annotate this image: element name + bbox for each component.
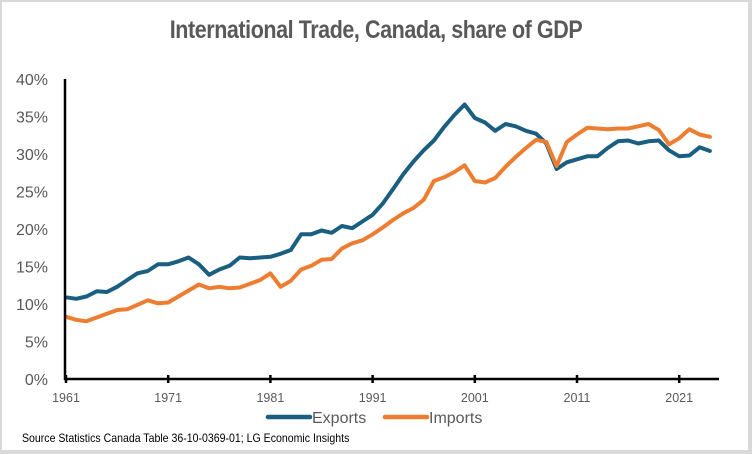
- legend: Exports Imports: [265, 410, 482, 427]
- y-tick-label: 20%: [16, 222, 48, 239]
- axes: [63, 79, 719, 383]
- y-tick-label: 25%: [16, 185, 48, 202]
- legend-label-exports: Exports: [312, 410, 366, 427]
- x-tick-label: 2021: [665, 391, 693, 405]
- y-tick-label: 40%: [16, 72, 48, 89]
- x-tick-label: 2011: [564, 391, 591, 405]
- y-tick-label: 35%: [16, 110, 48, 127]
- chart-frame: [2, 2, 748, 450]
- chart-title: International Trade, Canada, share of GD…: [169, 16, 583, 44]
- legend-label-imports: Imports: [429, 410, 482, 427]
- x-tick-label: 2001: [461, 391, 489, 405]
- x-tick-label: 1971: [154, 391, 182, 405]
- x-tick-label: 1961: [52, 391, 80, 405]
- x-tick-label: 1981: [256, 391, 284, 405]
- y-tick-label: 0%: [25, 372, 48, 389]
- series-line-exports: [64, 102, 712, 301]
- series-line-imports: [64, 122, 712, 324]
- source-note: Source Statistics Canada Table 36-10-036…: [22, 431, 350, 445]
- x-tick-label: 1991: [359, 391, 387, 405]
- y-tick-label: 30%: [16, 147, 48, 164]
- y-tick-label: 5%: [25, 335, 48, 352]
- series-lines: [64, 102, 712, 324]
- x-axis-ticks: 1961 1971 1981 1991 2001 2011 2021: [52, 391, 693, 405]
- y-tick-label: 10%: [16, 297, 48, 314]
- y-axis-ticks: 0% 5% 10% 15% 20% 25% 30% 35% 40%: [16, 72, 48, 389]
- y-tick-label: 15%: [16, 260, 48, 277]
